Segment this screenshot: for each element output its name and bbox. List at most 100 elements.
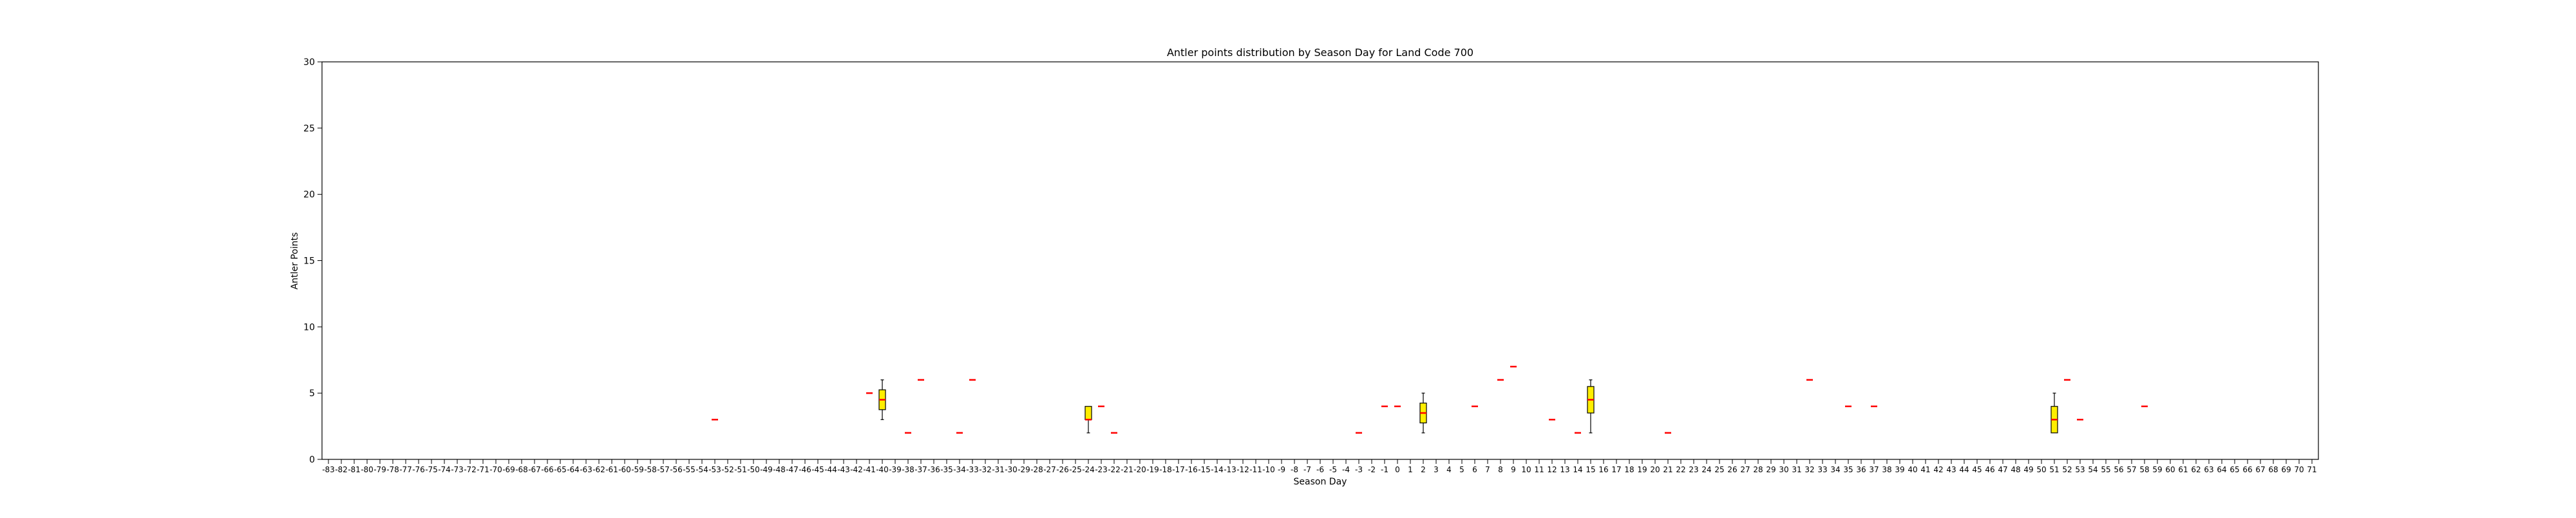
x-tick-label: -19 [1146, 465, 1159, 474]
x-tick-label: 34 [1830, 465, 1840, 474]
x-tick-label: 21 [1663, 465, 1672, 474]
x-tick-label: -34 [953, 465, 966, 474]
x-tick-label: 71 [2307, 465, 2316, 474]
x-tick-label: -37 [914, 465, 927, 474]
x-tick-label: 56 [2114, 465, 2123, 474]
x-tick-label: -58 [644, 465, 657, 474]
x-tick-label: 39 [1895, 465, 1904, 474]
x-tick-label: 40 [1908, 465, 1917, 474]
x-tick-label: 45 [1972, 465, 1982, 474]
x-tick-label: 37 [1869, 465, 1879, 474]
x-tick-label: -45 [811, 465, 824, 474]
x-tick-label: -13 [1224, 465, 1236, 474]
x-tick-label: -15 [1198, 465, 1211, 474]
x-tick-label: -63 [580, 465, 592, 474]
x-tick-label: 50 [2036, 465, 2046, 474]
x-tick-label: -81 [348, 465, 361, 474]
x-tick-label: 9 [1511, 465, 1516, 474]
x-tick-label: -61 [605, 465, 618, 474]
x-tick-label: -33 [966, 465, 979, 474]
x-tick-label: -76 [412, 465, 425, 474]
x-tick-label: 6 [1472, 465, 1477, 474]
x-tick-label: -83 [322, 465, 335, 474]
x-tick-label: -57 [657, 465, 670, 474]
box-day--24 [1084, 406, 1092, 434]
x-tick-label: -60 [618, 465, 631, 474]
x-tick-label: -4 [1342, 465, 1350, 474]
x-tick-label: -10 [1262, 465, 1275, 474]
x-tick-label: 38 [1882, 465, 1891, 474]
x-tick-label: -48 [773, 465, 786, 474]
x-tick-label: 25 [1714, 465, 1724, 474]
x-tick-label: -21 [1121, 465, 1133, 474]
x-tick-label: 23 [1689, 465, 1698, 474]
x-tick-label: 2 [1421, 465, 1426, 474]
x-tick-label: -31 [992, 465, 1005, 474]
x-tick-label: 11 [1534, 465, 1544, 474]
y-tick-label: 0 [309, 455, 315, 465]
box-day-2 [1419, 392, 1427, 434]
x-tick-label: -77 [399, 465, 412, 474]
x-tick-label: -46 [799, 465, 811, 474]
x-tick-label: 5 [1459, 465, 1464, 474]
x-tick-label: 70 [2294, 465, 2304, 474]
box-day--40 [878, 379, 886, 420]
x-tick-label: -66 [541, 465, 554, 474]
x-tick-label: 29 [1766, 465, 1776, 474]
x-tick-label: -51 [734, 465, 747, 474]
x-tick-label: 42 [1933, 465, 1943, 474]
x-tick-label: -22 [1108, 465, 1121, 474]
x-tick-label: -3 [1355, 465, 1363, 474]
x-tick-label: -43 [837, 465, 850, 474]
x-tick-label: -17 [1172, 465, 1185, 474]
x-tick-label: -47 [786, 465, 799, 474]
x-tick-label: 63 [2204, 465, 2213, 474]
x-tick-label: -6 [1316, 465, 1324, 474]
x-tick-label: 22 [1676, 465, 1685, 474]
x-tick-label: 68 [2268, 465, 2278, 474]
x-tick-label: -49 [760, 465, 773, 474]
x-tick-label: -65 [554, 465, 567, 474]
x-tick-label: -54 [696, 465, 708, 474]
x-tick-label: 54 [2088, 465, 2098, 474]
x-tick-label: -11 [1249, 465, 1262, 474]
x-tick-label: -18 [1159, 465, 1172, 474]
x-axis-label: Season Day [1294, 477, 1347, 487]
y-tick-label: 10 [303, 322, 315, 332]
x-tick-label: -1 [1381, 465, 1388, 474]
x-tick-label: 46 [1985, 465, 1994, 474]
x-tick-label: -52 [721, 465, 734, 474]
box-day-51 [2050, 392, 2058, 434]
x-tick-label: -32 [979, 465, 992, 474]
x-tick-label: 65 [2230, 465, 2239, 474]
x-tick-label: 43 [1946, 465, 1956, 474]
x-tick-label: 53 [2075, 465, 2085, 474]
x-tick-label: 62 [2191, 465, 2201, 474]
x-tick-label: 18 [1624, 465, 1634, 474]
x-tick-label: -29 [1018, 465, 1030, 474]
x-tick-label: 10 [1521, 465, 1531, 474]
x-tick-label: -8 [1291, 465, 1298, 474]
x-tick-label: -79 [374, 465, 386, 474]
x-tick-label: 31 [1792, 465, 1801, 474]
y-axis-label: Antler Points [290, 233, 300, 290]
x-tick-label: -69 [502, 465, 515, 474]
x-tick-label: -73 [451, 465, 464, 474]
x-tick-label: 61 [2178, 465, 2188, 474]
x-tick-label: -67 [528, 465, 541, 474]
y-tick-label: 15 [303, 256, 315, 267]
x-tick-label: -70 [489, 465, 502, 474]
x-tick-label: 55 [2101, 465, 2110, 474]
x-tick-label: 36 [1856, 465, 1866, 474]
x-tick-label: -53 [708, 465, 721, 474]
box-day-15 [1587, 379, 1595, 434]
x-tick-label: 35 [1843, 465, 1853, 474]
x-tick-label: 64 [2217, 465, 2226, 474]
x-tick-label: 44 [1959, 465, 1969, 474]
x-tick-label: -27 [1043, 465, 1056, 474]
x-tick-label: 8 [1498, 465, 1503, 474]
x-tick-label: -62 [592, 465, 605, 474]
plot-area [321, 61, 2319, 460]
x-tick-label: -59 [631, 465, 644, 474]
